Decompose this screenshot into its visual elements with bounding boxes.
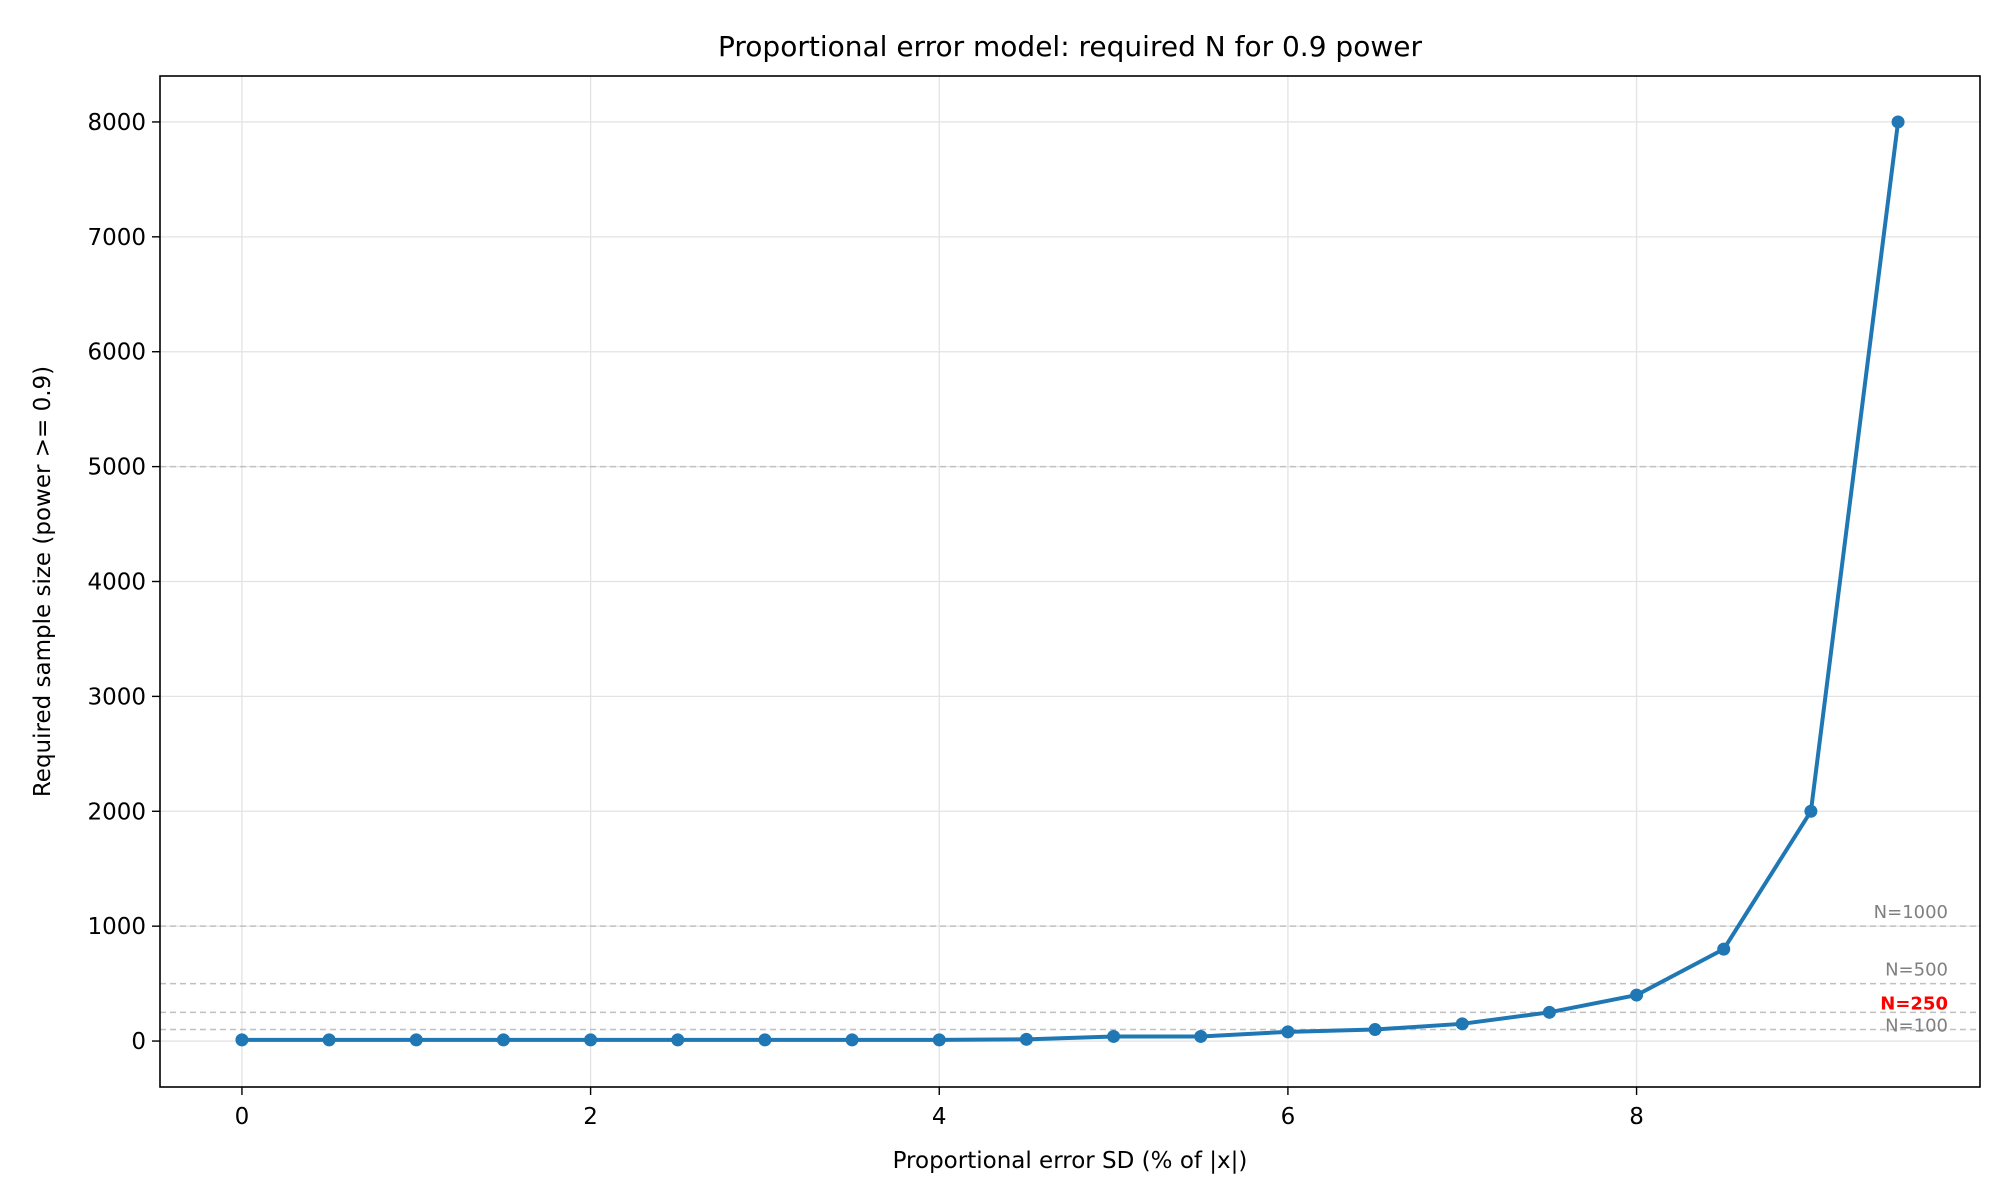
data-point: [1107, 1029, 1121, 1043]
series-line: [241, 121, 1901, 1042]
x-tick-label: 8: [1629, 1104, 1644, 1130]
data-point: [1891, 115, 1905, 129]
grid-layer: [160, 76, 1980, 1087]
chart-title: Proportional error model: required N for…: [718, 30, 1422, 63]
y-axis-title: Required sample size (power >= 0.9): [30, 366, 56, 797]
data-point: [1019, 1032, 1033, 1046]
data-point: [584, 1033, 598, 1047]
x-tick-label: 0: [235, 1104, 250, 1130]
y-tick-label: 6000: [87, 340, 146, 366]
y-tick-label: 7000: [87, 225, 146, 251]
x-tick-label: 2: [583, 1104, 598, 1130]
ticks-layer: 0 2 4 6 8 0 1000 2000 3000 4000 5000 6000 7000 8000: [87, 110, 1643, 1130]
y-tick-label: 0: [131, 1029, 146, 1055]
x-tick-label: 4: [932, 1104, 947, 1130]
data-point: [1281, 1025, 1295, 1039]
series-layer: [235, 115, 1905, 1047]
data-point: [758, 1033, 772, 1047]
data-point: [409, 1033, 423, 1047]
y-tick-label: 4000: [87, 570, 146, 596]
x-axis-title: Proportional error SD (% of |x|): [893, 1148, 1248, 1174]
data-point: [496, 1033, 510, 1047]
data-point: [322, 1033, 336, 1047]
data-point: [1630, 988, 1644, 1002]
data-point: [1542, 1005, 1556, 1019]
data-point: [235, 1033, 249, 1047]
data-point: [845, 1033, 859, 1047]
reference-line-label: N=100: [1885, 1016, 1948, 1037]
data-point: [1717, 942, 1731, 956]
reference-line-label: N=500: [1885, 960, 1948, 981]
y-tick-label: 5000: [87, 455, 146, 481]
data-point: [932, 1033, 946, 1047]
reference-line-label: N=1000: [1874, 902, 1948, 923]
data-point: [1804, 804, 1818, 818]
data-point: [1194, 1029, 1208, 1043]
data-point: [1455, 1017, 1469, 1031]
data-point: [671, 1033, 685, 1047]
data-point: [1368, 1023, 1382, 1037]
y-tick-label: 1000: [87, 914, 146, 940]
y-tick-label: 3000: [87, 684, 146, 710]
x-tick-label: 6: [1281, 1104, 1296, 1130]
reference-line-label: N=250: [1880, 993, 1948, 1014]
y-tick-label: 2000: [87, 799, 146, 825]
y-tick-label: 8000: [87, 110, 146, 136]
